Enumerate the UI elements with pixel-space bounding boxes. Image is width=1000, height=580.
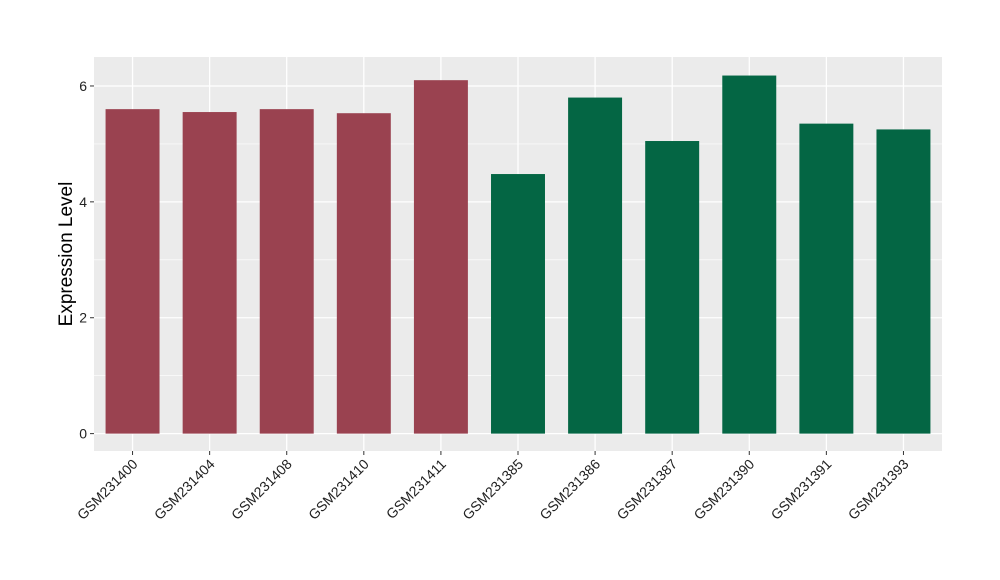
x-tick-label: GSM231393	[845, 456, 912, 523]
x-tick-label: GSM231387	[613, 456, 680, 523]
bar-series	[105, 75, 931, 434]
x-tick-label: GSM231391	[768, 456, 835, 523]
x-tick-label: GSM231390	[690, 456, 757, 523]
x-tick-label: GSM231386	[536, 456, 603, 523]
y-tick-label: 4	[79, 194, 87, 210]
x-axis: GSM231400 GSM231404 GSM231408 GSM231410 GSM2…	[74, 451, 912, 523]
y-tick-label: 0	[79, 426, 87, 442]
bar-GSM231410	[336, 113, 391, 434]
y-axis: 0 2 4 6	[79, 78, 94, 442]
y-tick-label: 2	[79, 310, 87, 326]
bar-GSM231387	[645, 141, 700, 434]
x-tick-label: GSM231408	[228, 456, 295, 523]
bar-GSM231408	[259, 109, 314, 434]
x-tick-label: GSM231385	[459, 456, 526, 523]
x-tick-label: GSM231410	[305, 456, 372, 523]
x-tick-label: GSM231400	[74, 456, 141, 523]
y-tick-label: 6	[79, 78, 87, 94]
bar-GSM231393	[876, 129, 931, 434]
bar-GSM231390	[722, 75, 777, 434]
bar-GSM231386	[568, 97, 623, 434]
bar-GSM231385	[491, 174, 545, 434]
y-axis-title: Expression Level	[56, 182, 77, 327]
x-tick-label: GSM231404	[151, 456, 218, 523]
bar-GSM231400	[105, 109, 160, 434]
bar-GSM231391	[799, 123, 854, 434]
bar-GSM231411	[413, 80, 468, 434]
x-tick-label: GSM231411	[383, 456, 449, 522]
bar-GSM231404	[182, 112, 237, 434]
